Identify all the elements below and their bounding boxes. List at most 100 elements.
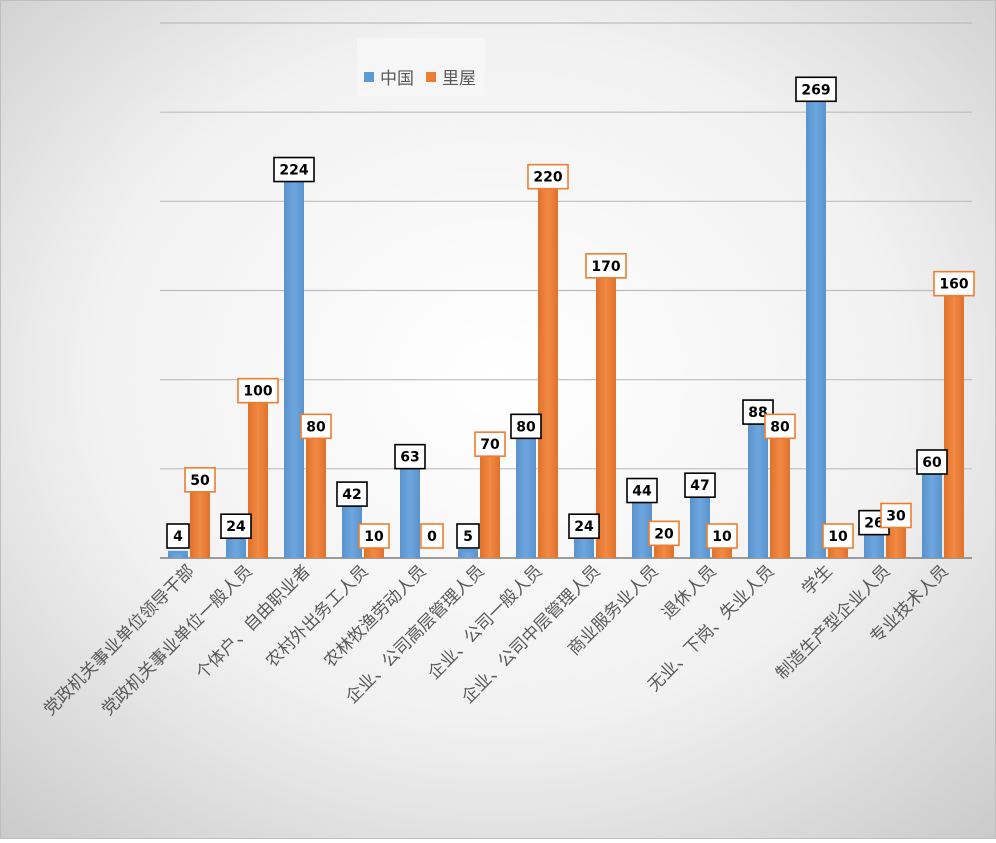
data-label-box (220, 513, 252, 540)
data-label-box (626, 477, 658, 504)
data-label: 160 (933, 270, 975, 297)
data-label: 24 (568, 513, 600, 540)
bar-liwu (944, 272, 964, 558)
data-label-box (568, 513, 600, 540)
data-label-text: 30 (886, 509, 906, 525)
data-label-text: 44 (632, 484, 652, 500)
data-label: 269 (795, 76, 837, 103)
data-label-text: 60 (922, 455, 942, 471)
data-label-box (764, 413, 796, 440)
data-label-box (394, 443, 426, 470)
data-label-box (527, 163, 569, 190)
bar-china (168, 550, 188, 558)
data-label-text: 70 (480, 437, 500, 453)
legend-background (357, 38, 485, 96)
data-label: 10 (358, 523, 390, 549)
bar-china (748, 401, 768, 558)
data-label: 4 (166, 523, 190, 549)
data-label-box (166, 523, 190, 549)
data-label: 44 (626, 477, 658, 504)
bar-china (806, 78, 826, 559)
data-label: 60 (916, 449, 948, 475)
data-label-box (585, 253, 627, 279)
bar-liwu (248, 379, 268, 558)
data-label-text: 63 (400, 450, 419, 466)
data-label-box (510, 413, 542, 440)
data-label-box (358, 523, 390, 549)
data-label-box (706, 523, 738, 549)
data-label-text: 170 (591, 259, 620, 275)
data-label-box (237, 377, 279, 404)
data-label-text: 47 (690, 478, 709, 494)
data-label: 24 (220, 513, 252, 540)
data-label: 80 (300, 413, 332, 440)
bar-liwu (770, 415, 790, 558)
data-label-box (420, 523, 444, 549)
data-label-box (300, 413, 332, 440)
data-label: 20 (648, 520, 680, 547)
data-label: 10 (706, 523, 738, 549)
data-label-text: 50 (190, 473, 210, 489)
bar-top-cap (458, 549, 478, 553)
data-label: 88 (742, 399, 774, 425)
data-label-text: 42 (342, 487, 361, 503)
legend-label-china: 中国 (380, 69, 414, 89)
data-label-text: 220 (533, 170, 562, 186)
legend: 中国 里屋 (357, 38, 485, 96)
data-label: 80 (764, 413, 796, 440)
data-label-box (184, 467, 216, 493)
data-label: 30 (880, 502, 912, 529)
data-label-text: 24 (226, 519, 246, 535)
data-label-text: 4 (173, 529, 183, 545)
data-label-text: 269 (801, 82, 830, 98)
data-label-box (273, 156, 315, 183)
data-label-text: 0 (427, 529, 437, 545)
data-label-text: 100 (243, 384, 272, 400)
data-label-text: 80 (306, 419, 326, 435)
data-label: 0 (420, 523, 444, 549)
data-label: 47 (684, 472, 716, 498)
bar-liwu (538, 165, 558, 558)
data-label-box (336, 481, 368, 507)
data-label: 42 (336, 481, 368, 507)
data-label-text: 5 (463, 529, 473, 545)
data-label: 80 (510, 413, 542, 440)
bar-china (458, 549, 478, 558)
data-label-box (916, 449, 948, 475)
legend-swatch-china (364, 72, 374, 82)
bar-china (284, 158, 304, 559)
bar-liwu (306, 415, 326, 558)
bar-liwu (480, 433, 500, 558)
data-label-box (822, 523, 854, 549)
data-label: 10 (822, 523, 854, 549)
data-label-text: 88 (748, 405, 767, 421)
data-label-text: 80 (770, 419, 790, 435)
data-label-box (474, 431, 506, 457)
data-label: 224 (273, 156, 315, 183)
data-label-box (684, 472, 716, 498)
bar-china (922, 451, 942, 558)
data-label: 100 (237, 377, 279, 404)
data-label: 70 (474, 431, 506, 457)
data-label: 220 (527, 163, 569, 190)
data-label: 50 (184, 467, 216, 493)
data-label-text: 224 (279, 163, 308, 179)
data-label-text: 80 (516, 419, 536, 435)
bar-top-cap (168, 550, 188, 554)
data-label: 5 (456, 523, 480, 549)
bar-china (400, 445, 420, 558)
data-label-text: 20 (654, 526, 674, 542)
legend-swatch-liwu (426, 72, 436, 82)
data-label-text: 26 (864, 516, 883, 532)
data-label-text: 10 (712, 529, 732, 545)
data-label-text: 24 (574, 519, 594, 535)
data-label: 170 (585, 253, 627, 279)
data-label-box (795, 76, 837, 103)
data-label-box (933, 270, 975, 297)
data-labels: 4 50 24 100 224 80 42 10 63 0 5 70 80 220 24 170 44 20 47 1… (166, 76, 975, 549)
data-label-box (880, 502, 912, 529)
data-label-text: 160 (939, 277, 968, 293)
